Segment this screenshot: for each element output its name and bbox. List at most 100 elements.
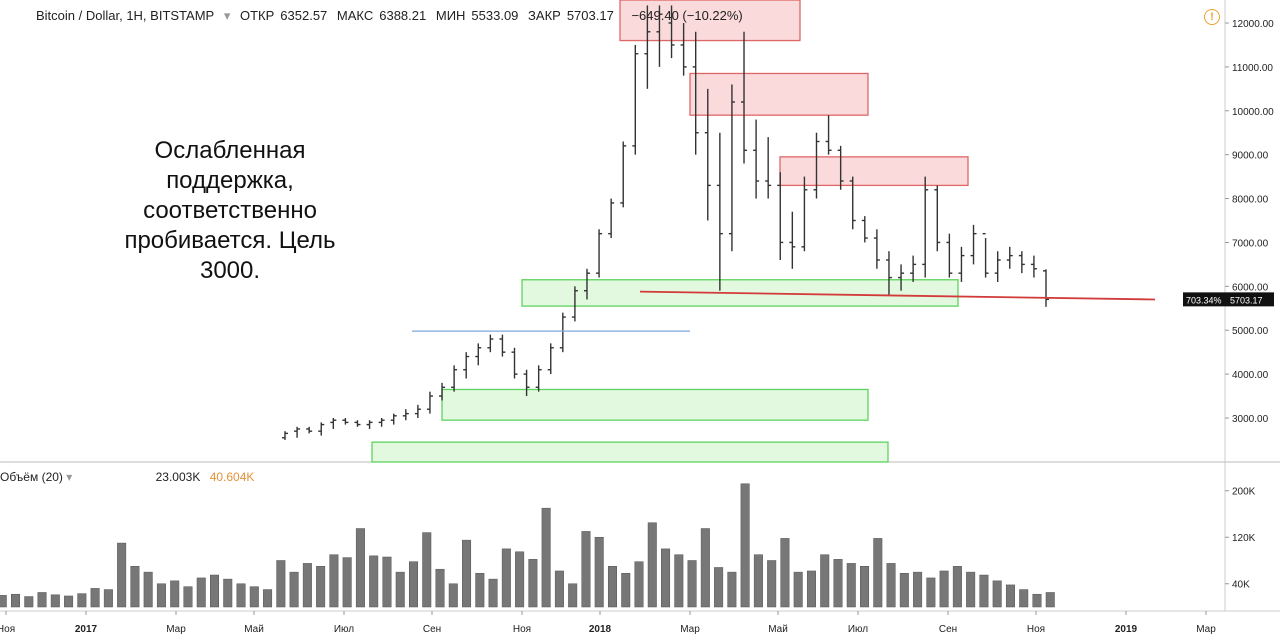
volume-bar <box>979 574 989 608</box>
time-tick-label: Май <box>768 624 788 635</box>
volume-bar <box>77 593 87 608</box>
symbol-title[interactable]: Bitcoin / Dollar, 1H, BITSTAMP <box>36 8 215 23</box>
volume-bar <box>223 578 233 608</box>
price-candle <box>378 418 385 427</box>
high-value: 6388.21 <box>379 8 427 23</box>
volume-ma-value: 40.604K <box>209 470 255 484</box>
price-candle <box>571 286 578 322</box>
price-candle <box>982 232 989 278</box>
volume-bar <box>395 571 405 608</box>
current-price-value: 5703.17 <box>1230 295 1263 305</box>
volume-bar <box>210 574 220 608</box>
warning-icon[interactable]: ! <box>1204 9 1220 25</box>
volume-label[interactable]: Объём (20) <box>0 470 63 484</box>
volume-bar <box>448 583 458 608</box>
volume-bar <box>64 595 74 608</box>
volume-bar <box>899 573 909 608</box>
price-candle <box>885 251 892 296</box>
volume-bar <box>196 577 206 608</box>
current-price-pct: 703.34% <box>1186 295 1222 305</box>
volume-bar <box>11 593 21 608</box>
volume-bar <box>634 561 644 608</box>
volume-bar <box>833 559 843 608</box>
volume-bar <box>674 554 684 608</box>
resistance-zone[interactable] <box>779 156 969 187</box>
volume-header: Объём (20) ▾ 23.003K 40.604K <box>0 470 254 484</box>
close-label: ЗАКР <box>528 8 561 23</box>
symbol-dropdown-icon[interactable]: ▾ <box>223 8 231 23</box>
price-tick-label: 9000.00 <box>1232 151 1269 162</box>
volume-bar <box>302 563 312 608</box>
time-tick-label: Сен <box>939 624 957 635</box>
volume-bar <box>276 560 286 608</box>
support-zone[interactable] <box>441 388 869 421</box>
volume-tick-label: 120K <box>1232 533 1256 544</box>
volume-tick-label: 200K <box>1232 487 1256 498</box>
price-candle <box>837 145 844 190</box>
price-candle <box>1006 246 1013 269</box>
time-tick-label: 2018 <box>589 624 612 635</box>
volume-bar <box>528 559 538 608</box>
price-tick-label: 10000.00 <box>1232 107 1274 118</box>
volume-bar <box>939 570 949 608</box>
price-candle <box>970 224 977 265</box>
price-tick-label: 5000.00 <box>1232 326 1269 337</box>
price-candle <box>716 132 723 291</box>
volume-bar <box>263 589 273 608</box>
price-candle <box>994 251 1001 282</box>
time-tick-label: Июл <box>334 624 354 635</box>
volume-bar <box>369 555 379 608</box>
price-tick-label: 12000.00 <box>1232 19 1274 30</box>
low-value: 5533.09 <box>471 8 519 23</box>
volume-bar <box>515 551 525 608</box>
time-tick-label: Ноя <box>1027 624 1045 635</box>
volume-bar <box>913 571 923 608</box>
volume-bar <box>342 557 352 608</box>
volume-tick-label: 40K <box>1232 580 1250 591</box>
volume-bar <box>422 532 432 608</box>
price-candle <box>487 334 494 353</box>
volume-bar <box>316 566 326 608</box>
price-candle <box>402 409 409 421</box>
volume-bar <box>541 507 551 608</box>
price-tick-label: 7000.00 <box>1232 238 1269 249</box>
open-value: 6352.57 <box>280 8 328 23</box>
price-candle <box>535 365 542 392</box>
volume-bar <box>753 554 763 608</box>
volume-bar <box>727 571 737 608</box>
volume-bar <box>1019 589 1029 608</box>
price-candle <box>704 88 711 221</box>
volume-dropdown-icon[interactable]: ▾ <box>66 470 73 484</box>
low-label: МИН <box>435 8 466 23</box>
volume-bar <box>435 568 445 608</box>
trendline[interactable] <box>639 290 1156 301</box>
support-zone[interactable] <box>371 441 889 463</box>
volume-bar <box>156 583 166 608</box>
current-price-badge <box>1183 292 1274 307</box>
price-candle <box>632 44 639 155</box>
time-tick-label: Мар <box>166 624 186 635</box>
volume-bar <box>355 528 365 608</box>
resistance-zone[interactable] <box>689 72 869 116</box>
volume-bar <box>170 580 180 608</box>
price-candle <box>475 343 482 366</box>
resistance-zone[interactable] <box>619 0 801 42</box>
close-value: 5703.17 <box>566 8 614 23</box>
price-candle <box>390 413 397 425</box>
price-candle <box>439 382 446 401</box>
chart-header: Bitcoin / Dollar, 1H, BITSTAMP ▾ ОТКР 635… <box>36 8 749 24</box>
price-tick-label: 6000.00 <box>1232 282 1269 293</box>
price-candle <box>910 255 917 282</box>
price-candle <box>825 115 832 155</box>
volume-bar <box>594 536 604 608</box>
high-label: МАКС <box>336 8 374 23</box>
volume-bar <box>249 586 259 608</box>
price-candle <box>1030 255 1037 278</box>
price-candle <box>813 132 820 199</box>
volume-bar <box>1032 593 1042 608</box>
volume-bar <box>740 483 750 608</box>
price-candle <box>523 369 530 397</box>
price-candle <box>426 391 433 414</box>
time-tick-label: Июл <box>848 624 868 635</box>
